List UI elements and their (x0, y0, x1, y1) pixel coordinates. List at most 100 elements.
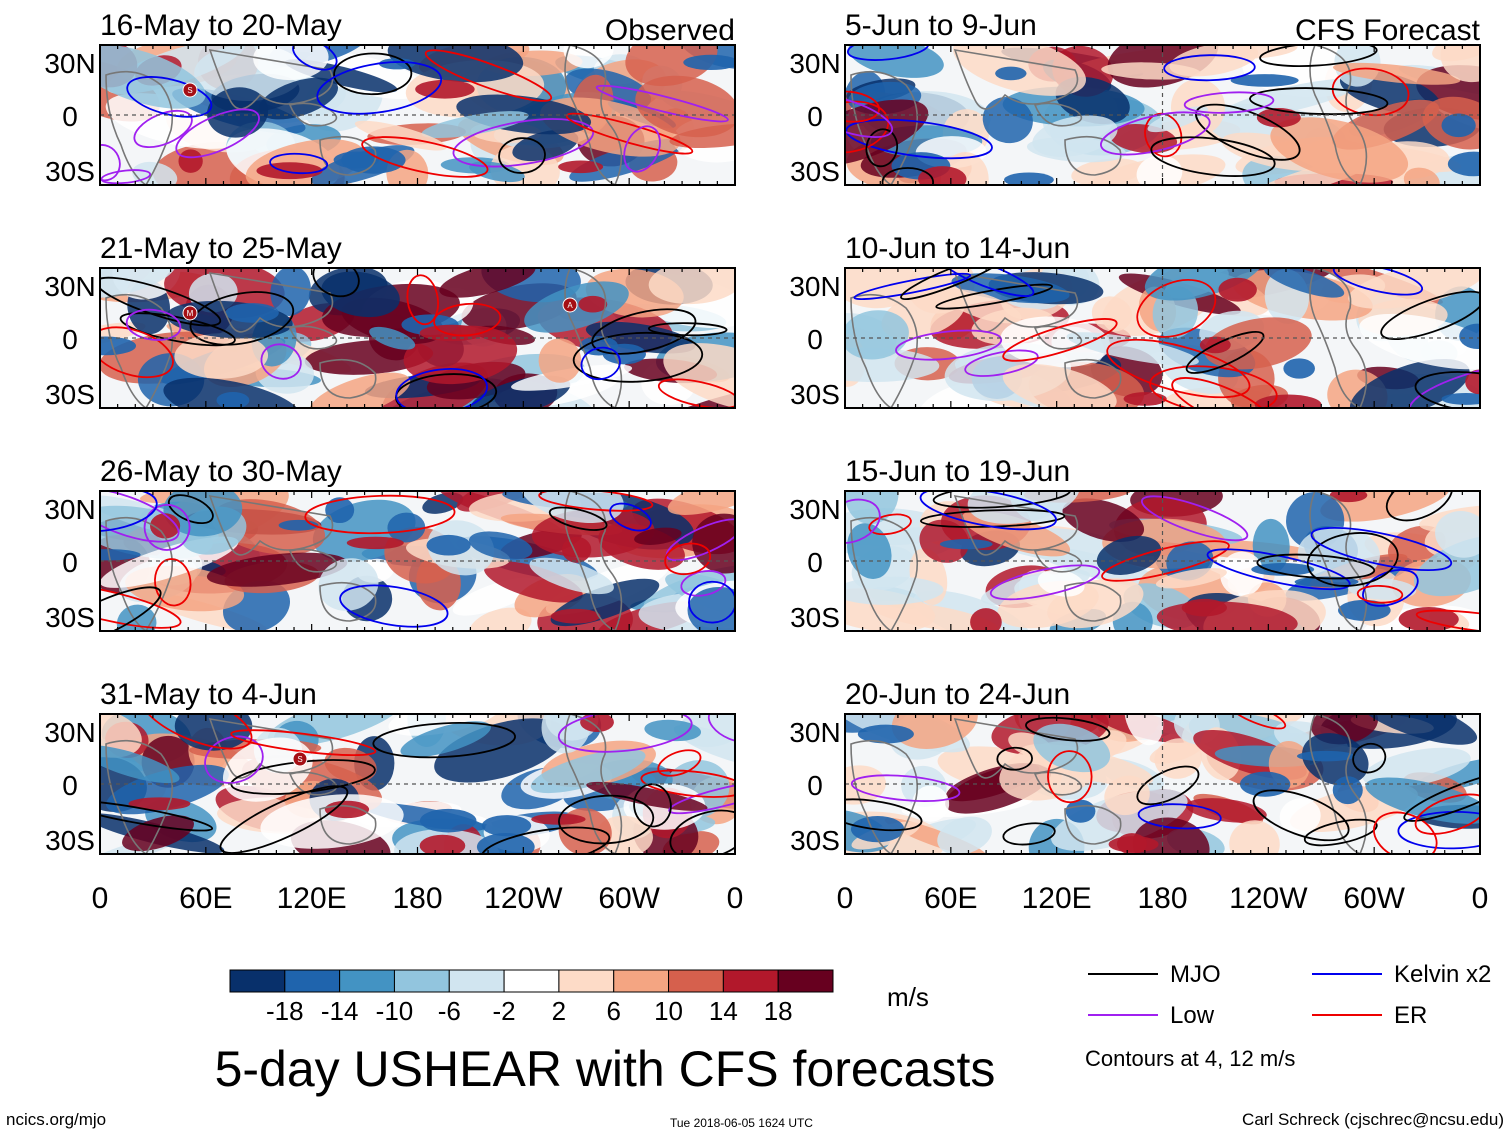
shear-anomaly-blob (1066, 332, 1199, 366)
shear-anomaly-blob (1186, 798, 1267, 823)
panel-field (845, 714, 1480, 854)
legend-label: Kelvin x2 (1394, 961, 1491, 988)
x-tick-label: 180 (392, 882, 442, 915)
shear-anomaly-core (1116, 833, 1147, 854)
panel-period-label: 31-May to 4-Jun (100, 678, 317, 711)
shear-anomaly-core (970, 608, 1002, 631)
contour-line (1414, 793, 1480, 835)
contour-line (1373, 811, 1438, 854)
panel-period-label: 10-Jun to 14-Jun (845, 232, 1070, 265)
x-tick-label: 60E (924, 882, 977, 915)
contour-line (260, 343, 302, 380)
contour-line (126, 76, 213, 118)
shear-anomaly-blob (468, 531, 533, 560)
shear-anomaly-core (995, 66, 1027, 81)
colorbar-swatch (284, 969, 341, 993)
continent-outline (319, 581, 377, 622)
contour-line (845, 94, 894, 138)
footer-author: Carl Schreck (cjschrec@ncsu.edu) (1242, 1110, 1504, 1129)
contour-line (230, 729, 377, 757)
shear-anomaly-blob (512, 129, 579, 162)
shear-anomaly-blob (321, 271, 400, 318)
shear-anomaly-core (580, 714, 614, 733)
contour-line (480, 826, 611, 854)
column-label: CFS Forecast (1295, 14, 1481, 47)
contour-line (100, 583, 182, 629)
shear-anomaly-blob (1002, 364, 1117, 408)
shear-anomaly-blob (663, 343, 735, 408)
continent-outline (850, 70, 919, 185)
shear-anomaly-blob (1358, 714, 1478, 745)
shear-anomaly-core (1254, 394, 1322, 408)
shear-anomaly-blob (207, 87, 269, 138)
shear-anomaly-core (578, 295, 608, 313)
contour-line (591, 308, 697, 355)
continent-outline (105, 516, 174, 631)
panel-period-label: 16-May to 20-May (100, 9, 342, 42)
contour-line (572, 331, 704, 383)
contour-line (609, 502, 652, 532)
y-tick-label: 30N (789, 271, 840, 302)
y-tick-label: 30N (789, 494, 840, 525)
contour-line (119, 312, 236, 347)
x-tick-label: 60E (179, 882, 232, 915)
shear-anomaly-blob (1104, 775, 1150, 816)
contour-line (204, 735, 264, 784)
shear-anomaly-blob (919, 519, 969, 563)
x-tick-label: 180 (1137, 882, 1187, 915)
shear-anomaly-blob (634, 527, 682, 545)
x-tick-label: 0 (727, 882, 744, 915)
shear-anomaly-blob (937, 816, 992, 854)
contour-line (669, 809, 735, 854)
y-tick-label: 0 (807, 324, 823, 355)
contour-line (845, 798, 923, 832)
shear-anomaly-core (1218, 277, 1257, 302)
shear-anomaly-core (1296, 750, 1356, 762)
contour-line (640, 769, 735, 798)
colorbar-label: -2 (493, 996, 516, 1026)
shear-anomaly-core (419, 324, 485, 342)
contour-line (865, 128, 899, 168)
shear-anomaly-blob (847, 523, 892, 579)
contour-line (1163, 54, 1256, 82)
shear-anomaly-core (1251, 563, 1315, 576)
contour-line (647, 322, 728, 337)
colorbar-swatch (448, 969, 505, 993)
contour-line (1332, 268, 1424, 296)
contour-line (633, 783, 672, 828)
shear-anomaly-blob (625, 45, 718, 87)
contour-line (125, 308, 182, 341)
storm-marker-label: S (297, 755, 302, 764)
panel-field (845, 491, 1480, 631)
storm-marker-label: M (187, 309, 194, 318)
shear-anomaly-blob (1413, 535, 1480, 597)
storm-marker-label: A (567, 301, 573, 310)
shear-anomaly-blob (1297, 526, 1380, 583)
y-tick-label: 0 (807, 770, 823, 801)
shear-anomaly-core (1441, 392, 1480, 405)
shear-anomaly-blob (1320, 491, 1451, 522)
continent-outline (1064, 804, 1122, 845)
contour-line (1259, 45, 1378, 67)
y-tick-label: 0 (62, 101, 78, 132)
x-tick-label: 0 (837, 882, 854, 915)
footer-timestamp: Tue 2018-06-05 1624 UTC (670, 1116, 813, 1130)
y-tick-label: 0 (62, 770, 78, 801)
contour-line (538, 491, 654, 512)
shear-anomaly-blob (1263, 268, 1345, 298)
shear-anomaly-core (415, 79, 475, 99)
continent-outline (105, 293, 174, 408)
panel-field (100, 45, 735, 185)
footer-source[interactable]: ncics.org/mjo (6, 1110, 107, 1129)
shear-anomaly-blob (387, 512, 426, 543)
contour-line (167, 494, 214, 525)
shear-anomaly-blob (845, 491, 899, 525)
shear-anomaly-core (216, 391, 250, 408)
shear-anomaly-core (1465, 369, 1480, 395)
shear-anomaly-core (325, 497, 355, 524)
contour-line (580, 346, 621, 381)
contour-line (1256, 553, 1376, 580)
shear-anomaly-blob (1435, 511, 1480, 558)
